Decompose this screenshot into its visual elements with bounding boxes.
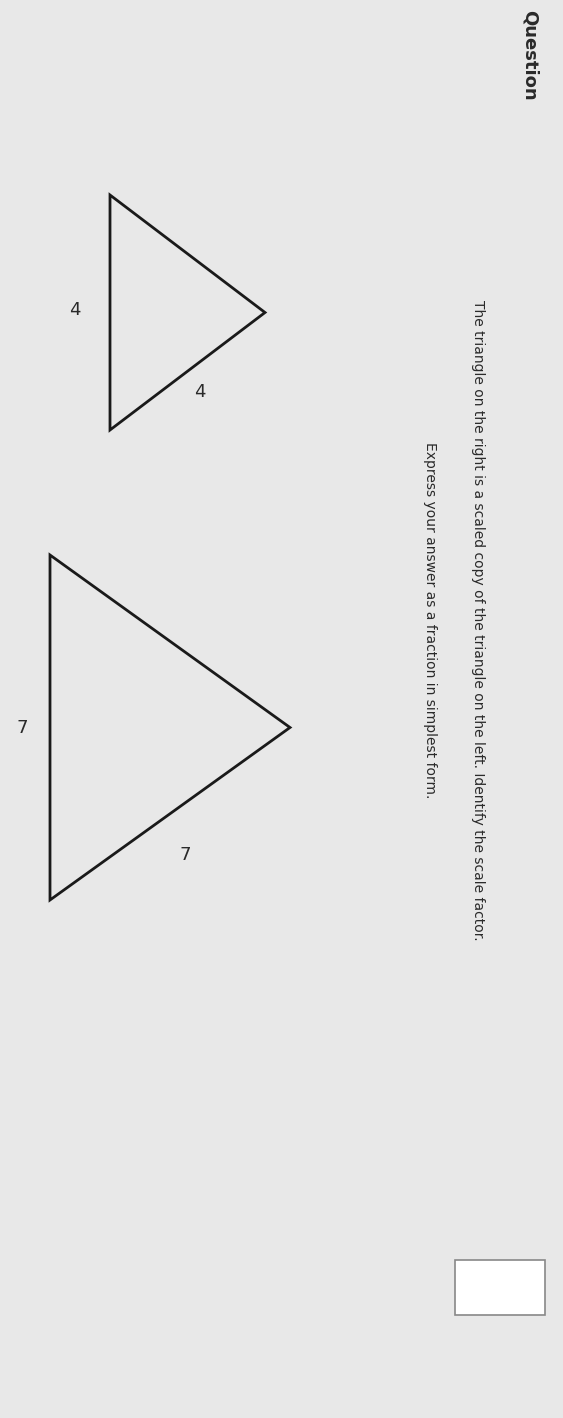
Text: 4: 4 [69,301,81,319]
Text: Question: Question [521,10,539,101]
Text: 7: 7 [16,719,28,737]
Text: The triangle on the right is a scaled copy of the triangle on the left. Identify: The triangle on the right is a scaled co… [471,299,485,940]
Text: Express your answer as a fraction in simplest form.: Express your answer as a fraction in sim… [423,442,437,798]
Text: 7: 7 [179,847,191,864]
FancyBboxPatch shape [455,1261,545,1314]
Text: 4: 4 [194,383,205,401]
